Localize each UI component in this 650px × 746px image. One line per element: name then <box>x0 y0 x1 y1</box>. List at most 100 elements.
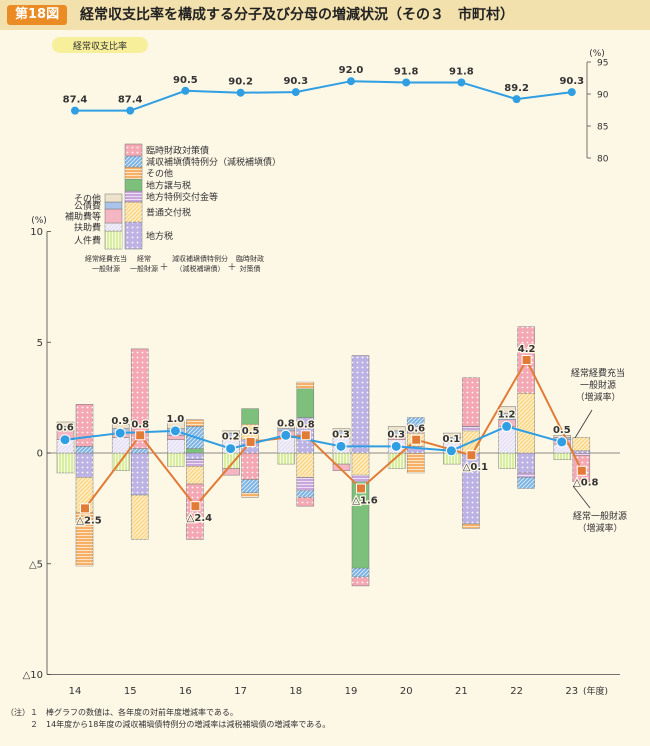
denominator-callout-leader <box>572 485 591 509</box>
legend-swatch-pattern <box>125 222 142 249</box>
denominator-growth-point <box>245 436 256 447</box>
main-y-tick-label: 0 <box>37 449 43 460</box>
denominator-growth-label: 0.6 <box>407 424 425 435</box>
numerator-growth-point <box>390 440 402 452</box>
ratio-data-label: 90.3 <box>559 76 584 87</box>
numerator-growth-point <box>445 445 457 457</box>
ratio-data-label: 92.0 <box>339 65 364 76</box>
numerator-bar-segment <box>387 426 406 432</box>
x-tick-label: 15 <box>124 686 137 697</box>
ratio-series-line <box>75 80 572 112</box>
denominator-growth-label: 0.8 <box>131 419 149 430</box>
numerator-bar-segment-pattern <box>333 453 350 465</box>
denominator-bar-segment-pattern <box>352 568 369 578</box>
ratio-chart-title-badge <box>52 37 148 53</box>
ratio-y-tick-label: 80 <box>597 155 609 165</box>
main-y-tick-label: 5 <box>37 338 43 349</box>
denominator-growth-label: △0.1 <box>463 462 488 473</box>
denominator-bar-segment-pattern <box>296 490 314 498</box>
denominator-bar-segment-pattern <box>407 453 425 473</box>
denominator-growth-point <box>190 501 201 512</box>
denominator-growth-point <box>521 354 532 365</box>
denominator-bar-segment-pattern <box>462 426 480 431</box>
numerator-bar-segment-pattern <box>443 453 461 465</box>
numerator-bar-segment-pattern <box>57 453 74 473</box>
denominator-growth-point <box>466 450 477 461</box>
denominator-bar-segment-pattern <box>241 492 259 498</box>
legend-key-genzei: 減収補塡債特例分 <box>172 254 228 263</box>
x-tick-label: 21 <box>455 686 468 697</box>
numerator-growth-label: 0.6 <box>56 423 74 434</box>
legend-key-rinji: 対策債 <box>240 264 261 273</box>
ratio-data-label: 89.2 <box>504 83 529 94</box>
denominator-growth-label: △2.5 <box>76 515 101 526</box>
ratio-chart-title: 経常収支比率 <box>73 40 127 52</box>
legend-swatch <box>104 193 123 203</box>
legend-swatch <box>104 201 123 210</box>
figure-title: 経常収支比率を構成する分子及び分母の増減状況（その３ 市町村） <box>80 7 514 23</box>
denominator-bar-segment-pattern <box>517 477 535 489</box>
numerator-growth-point <box>169 425 181 437</box>
denominator-bar-segment-pattern <box>296 382 314 389</box>
legend-label: 普通交付税 <box>146 207 191 219</box>
denominator-bar-segment-pattern <box>241 424 259 440</box>
legend-swatch <box>104 208 123 224</box>
denominator-bar-segment-pattern <box>352 355 369 453</box>
numerator-bar-segment-pattern <box>553 453 571 460</box>
numerator-bar-segment <box>56 421 75 427</box>
numerator-bar-segment <box>443 432 461 438</box>
ratio-point <box>236 88 245 97</box>
denominator-growth-line <box>84 357 583 509</box>
ratio-point <box>347 77 355 86</box>
numerator-growth-label: 0.8 <box>277 418 295 429</box>
numerator-growth-point <box>59 434 71 446</box>
ratio-data-label: 90.2 <box>228 77 253 88</box>
legend-label: 公債費 <box>74 200 101 212</box>
denominator-bar-segment <box>186 448 204 454</box>
denominator-bar-segment-pattern <box>407 426 425 434</box>
denominator-bar-segment-pattern <box>76 446 93 453</box>
denominator-growth-label: △0.8 <box>573 478 598 489</box>
denominator-bar-segment-pattern <box>296 497 314 507</box>
denominator-bar-segment <box>296 388 315 418</box>
denominator-growth-point <box>576 465 587 476</box>
stacked-bar-chart: (%) (年度) 10 5 0 △5 △10 14 15 16 17 18 19 20 21 22 23 △… <box>23 216 627 697</box>
numerator-bar-segment <box>222 468 240 476</box>
denominator-bar-segment-pattern <box>76 453 93 478</box>
numerator-bar-segment-pattern <box>498 426 516 453</box>
legend-key-numerator: 経常経費充当 <box>85 254 127 263</box>
legend-label: その他 <box>74 193 101 205</box>
denominator-bar-segment-pattern <box>131 348 149 449</box>
footnote: ２ 14年度から18年度の減収補塡債特例分の増減率は減税補塡債の増減率である。 <box>6 720 331 729</box>
numerator-growth-point <box>114 427 126 439</box>
numerator-growth-point <box>225 443 237 455</box>
denominator-growth-point <box>356 483 366 494</box>
ratio-y-tick-label: 95 <box>597 59 608 69</box>
x-tick-label: 14 <box>69 686 82 697</box>
denominator-bar-segment-pattern <box>407 446 425 453</box>
legend-key-numerator: 一般財源 <box>92 264 120 273</box>
denominator-growth-label: 0.5 <box>242 426 260 437</box>
denominator-bar-segment-pattern <box>241 453 259 480</box>
legend-swatch-pattern <box>125 144 142 156</box>
denominator-growth-label: 4.2 <box>518 344 536 355</box>
legend: 人件費扶助費補助費等公債費その他地方税普通交付税地方特例交付金等地方譲与税その他… <box>65 143 281 273</box>
ratio-data-label: 90.5 <box>173 75 198 86</box>
denominator-bar-segment-pattern <box>296 453 314 478</box>
numerator-bar-segment-pattern <box>112 437 130 453</box>
numerator-growth-point <box>280 429 292 441</box>
numerator-growth-point <box>501 420 513 432</box>
footnote: （注）１ 棒グラフの数値は、各年度の対前年度増減率である。 <box>6 708 238 717</box>
legend-key-denominator: 一般財源 <box>130 264 158 273</box>
legend-plus-sign: ＋ <box>159 262 168 273</box>
legend-label: その他 <box>146 168 173 180</box>
legend-swatch-pattern <box>125 202 142 222</box>
denominator-bar-segment-pattern <box>186 459 204 467</box>
legend-swatch-pattern <box>125 167 142 179</box>
numerator-bar-segment-pattern <box>388 453 406 469</box>
main-y-tick-label: △10 <box>23 670 43 681</box>
denominator-growth-label: △2.4 <box>187 513 212 524</box>
legend-label: 補助費等 <box>65 211 101 223</box>
legend-label: 地方譲与税 <box>146 180 191 192</box>
numerator-callout-text: （増減率） <box>575 391 620 403</box>
